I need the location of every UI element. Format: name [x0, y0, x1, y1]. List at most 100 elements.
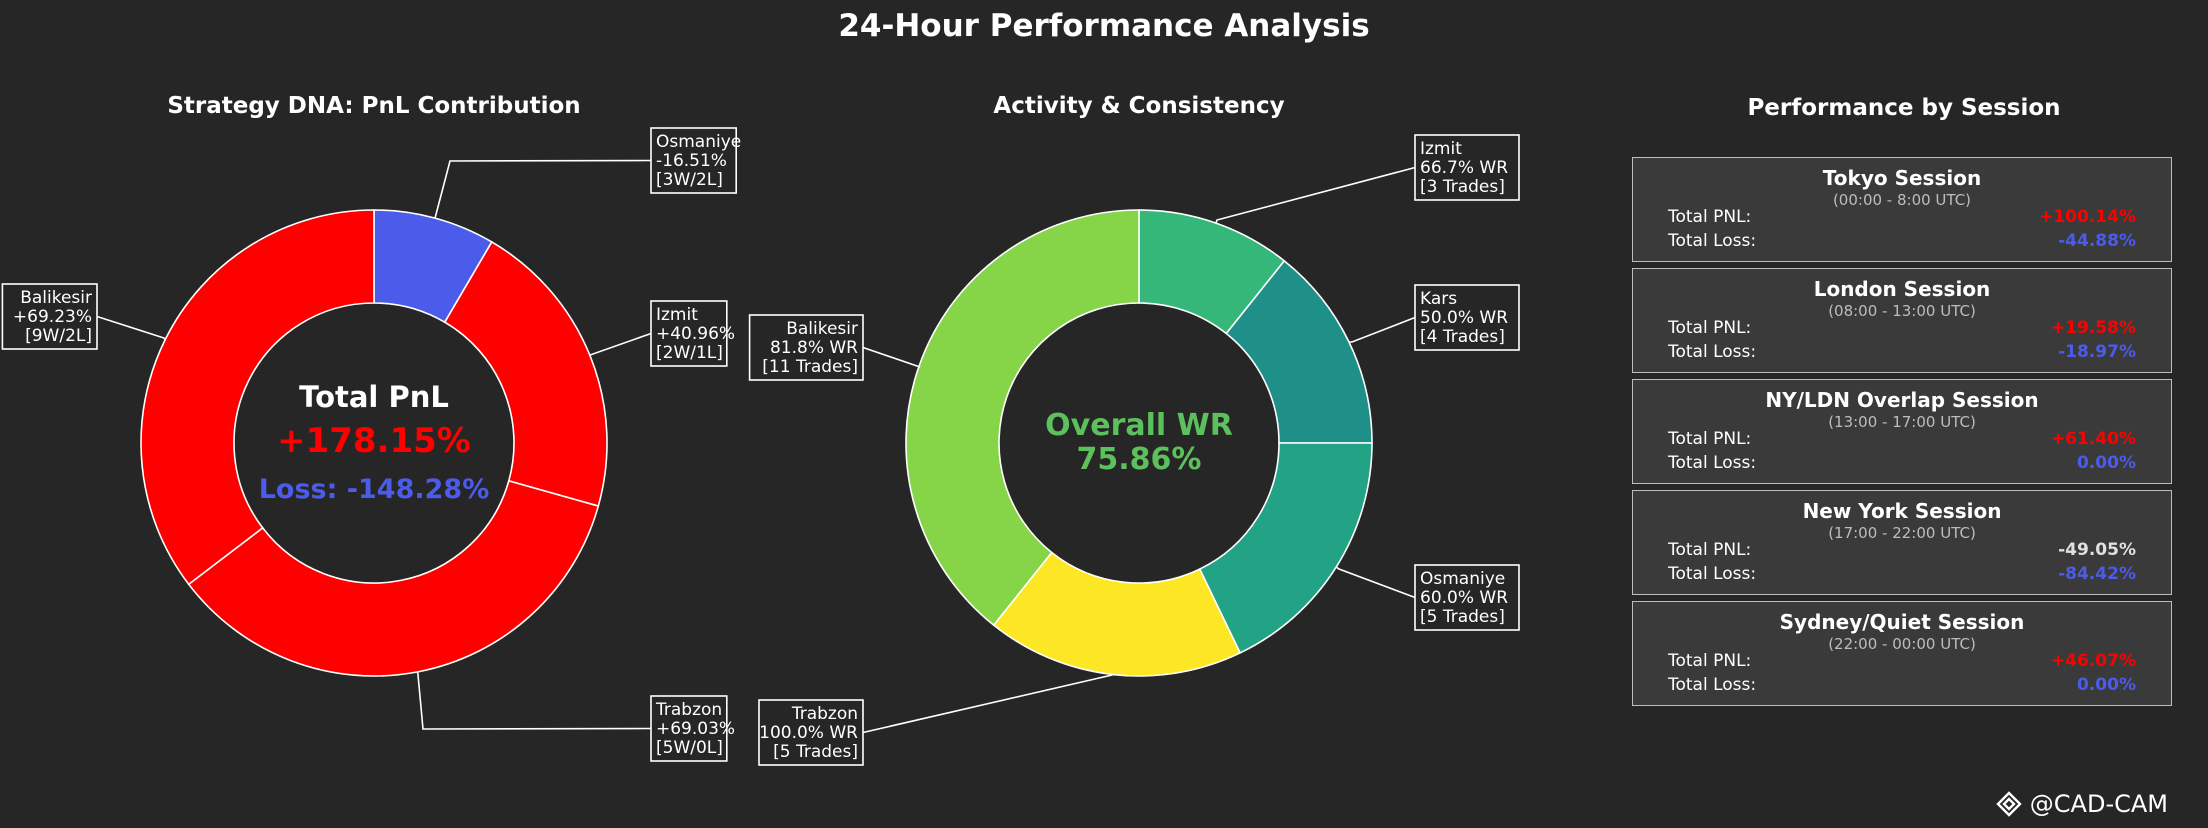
activity-slices [905, 209, 1373, 677]
pnl-annotation-trabzon-line-0: Trabzon [655, 700, 722, 720]
activity-chart-title: Activity & Consistency [993, 93, 1284, 119]
activity-annotation-balikesir-line-2: [11 Trades] [762, 357, 858, 377]
watermark: @CAD-CAM [1996, 789, 2168, 818]
session-loss-value: -84.42% [2058, 564, 2136, 584]
pnl-annotation-balikesir-line-2: [9W/2L] [25, 326, 92, 346]
session-hours: (13:00 - 17:00 UTC) [1828, 413, 1976, 431]
session-card: Sydney/Quiet Session (22:00 - 00:00 UTC) T… [1632, 601, 2172, 706]
activity-leader-line-izmit [1215, 166, 1416, 224]
session-loss-label: Total Loss: [1668, 342, 1757, 362]
activity-annotation-izmit-line-0: Izmit [1420, 139, 1462, 159]
pnl-annotation-izmit-line-1: +40.96% [656, 324, 735, 344]
session-pnl-value: +100.14% [2039, 207, 2136, 227]
pnl-slice-izmit [443, 240, 608, 508]
activity-leader-line-balikesir [862, 346, 921, 368]
activity-slice-balikesir [905, 209, 1140, 627]
session-pnl-value: -49.05% [2058, 540, 2136, 560]
session-loss-value: -44.88% [2058, 231, 2136, 251]
session-pnl-row: Total PNL: +61.40% [1668, 429, 2136, 451]
activity-annotation-trabzon-line-0: Trabzon [791, 704, 858, 724]
activity-annotation-osmaniye-line-0: Osmaniye [1420, 569, 1505, 589]
session-pnl-label: Total PNL: [1668, 429, 1752, 449]
pnl-center-value: +178.15% [277, 421, 471, 461]
activity-slice-trabzon [992, 551, 1242, 677]
session-pnl-row: Total PNL: +100.14% [1668, 207, 2136, 229]
pnl-annotations: Osmaniye-16.51%[3W/2L] Izmit+40.96%[2W/1L… [1, 127, 741, 762]
pnl-annotation-osmaniye-line-2: [3W/2L] [656, 170, 723, 190]
session-card: New York Session (17:00 - 22:00 UTC) Total… [1632, 490, 2172, 595]
pnl-annotation-trabzon-line-1: +69.03% [656, 719, 735, 739]
activity-annotation-box-balikesir [748, 314, 864, 381]
pnl-leader-line-balikesir [96, 315, 166, 341]
session-loss-row: Total Loss: 0.00% [1668, 453, 2136, 475]
session-card: London Session (08:00 - 13:00 UTC) Total P… [1632, 268, 2172, 373]
activity-annotation-box-izmit [1414, 134, 1520, 201]
activity-annotation-trabzon-line-1: 100.0% WR [759, 723, 858, 743]
session-pnl-label: Total PNL: [1668, 540, 1752, 560]
activity-annotation-box-osmaniye [1414, 564, 1520, 631]
pnl-slice-balikesir [140, 209, 375, 586]
pnl-annotation-balikesir-line-0: Balikesir [20, 288, 92, 308]
activity-annotation-kars-line-1: 50.0% WR [1420, 308, 1508, 328]
session-pnl-row: Total PNL: -49.05% [1668, 540, 2136, 562]
session-loss-value: -18.97% [2058, 342, 2136, 362]
activity-center-label: Overall WR [1045, 408, 1233, 443]
pnl-annotation-box-trabzon [650, 695, 728, 762]
session-pnl-label: Total PNL: [1668, 207, 1752, 227]
donut-charts: Strategy DNA: PnL Contribution Osmaniye-… [1, 93, 1520, 766]
pnl-annotation-izmit-line-0: Izmit [656, 305, 698, 325]
session-card: NY/LDN Overlap Session (13:00 - 17:00 UTC… [1632, 379, 2172, 484]
pnl-leader-line-izmit [589, 332, 652, 356]
pnl-annotation-izmit-line-2: [2W/1L] [656, 343, 723, 363]
session-name: New York Session [1802, 499, 2002, 523]
pnl-contribution-chart: Strategy DNA: PnL Contribution Osmaniye-… [1, 93, 741, 762]
pnl-center-label: Total PnL [299, 380, 449, 414]
session-loss-row: Total Loss: -84.42% [1668, 564, 2136, 586]
session-pnl-label: Total PNL: [1668, 651, 1752, 671]
pnl-annotation-osmaniye-line-0: Osmaniye [656, 132, 741, 152]
activity-annotation-kars-line-0: Kars [1420, 289, 1457, 309]
activity-leader-line-trabzon [862, 673, 1114, 734]
session-hours: (22:00 - 00:00 UTC) [1828, 635, 1976, 653]
session-card: Tokyo Session (00:00 - 8:00 UTC) Total PNL… [1632, 157, 2172, 262]
activity-slice-osmaniye [1198, 442, 1373, 654]
session-pnl-row: Total PNL: +19.58% [1668, 318, 2136, 340]
pnl-annotation-box-osmaniye [650, 127, 737, 194]
session-name: Tokyo Session [1822, 166, 1982, 190]
pnl-slice-trabzon [187, 479, 600, 677]
session-loss-label: Total Loss: [1668, 675, 1757, 695]
activity-annotation-kars-line-2: [4 Trades] [1420, 327, 1505, 347]
pnl-annotation-osmaniye-line-1: -16.51% [656, 151, 727, 171]
activity-annotation-osmaniye-line-2: [5 Trades] [1420, 607, 1505, 627]
session-pnl-label: Total PNL: [1668, 318, 1752, 338]
activity-leader-line-kars [1348, 316, 1416, 343]
activity-annotation-izmit-line-2: [3 Trades] [1420, 177, 1505, 197]
session-loss-value: 0.00% [2077, 675, 2136, 695]
session-loss-value: 0.00% [2077, 453, 2136, 473]
session-panel-title: Performance by Session [1747, 95, 2061, 121]
session-loss-row: Total Loss: 0.00% [1668, 675, 2136, 697]
activity-annotation-balikesir-line-1: 81.8% WR [770, 338, 858, 358]
pnl-leader-line-osmaniye [434, 159, 652, 219]
activity-annotation-box-trabzon [758, 699, 864, 766]
session-pnl-value: +46.07% [2050, 651, 2136, 671]
session-loss-label: Total Loss: [1668, 453, 1757, 473]
pnl-annotation-trabzon-line-2: [5W/0L] [656, 738, 723, 758]
page-title: 24-Hour Performance Analysis [838, 8, 1370, 44]
pnl-chart-title: Strategy DNA: PnL Contribution [167, 93, 580, 119]
session-pnl-value: +19.58% [2050, 318, 2136, 338]
session-hours: (17:00 - 22:00 UTC) [1828, 524, 1976, 542]
session-pnl-value: +61.40% [2050, 429, 2136, 449]
watermark-text: @CAD-CAM [2029, 790, 2168, 818]
activity-leader-line-osmaniye [1335, 566, 1416, 599]
session-name: NY/LDN Overlap Session [1765, 388, 2039, 412]
session-loss-label: Total Loss: [1668, 564, 1757, 584]
activity-annotation-balikesir-line-0: Balikesir [786, 319, 858, 339]
diamond-logo-icon [1996, 791, 2022, 817]
session-loss-row: Total Loss: -44.88% [1668, 231, 2136, 253]
pnl-annotation-balikesir-line-1: +69.23% [13, 307, 92, 327]
activity-annotation-trabzon-line-2: [5 Trades] [773, 742, 858, 762]
session-hours: (00:00 - 8:00 UTC) [1832, 191, 1972, 209]
